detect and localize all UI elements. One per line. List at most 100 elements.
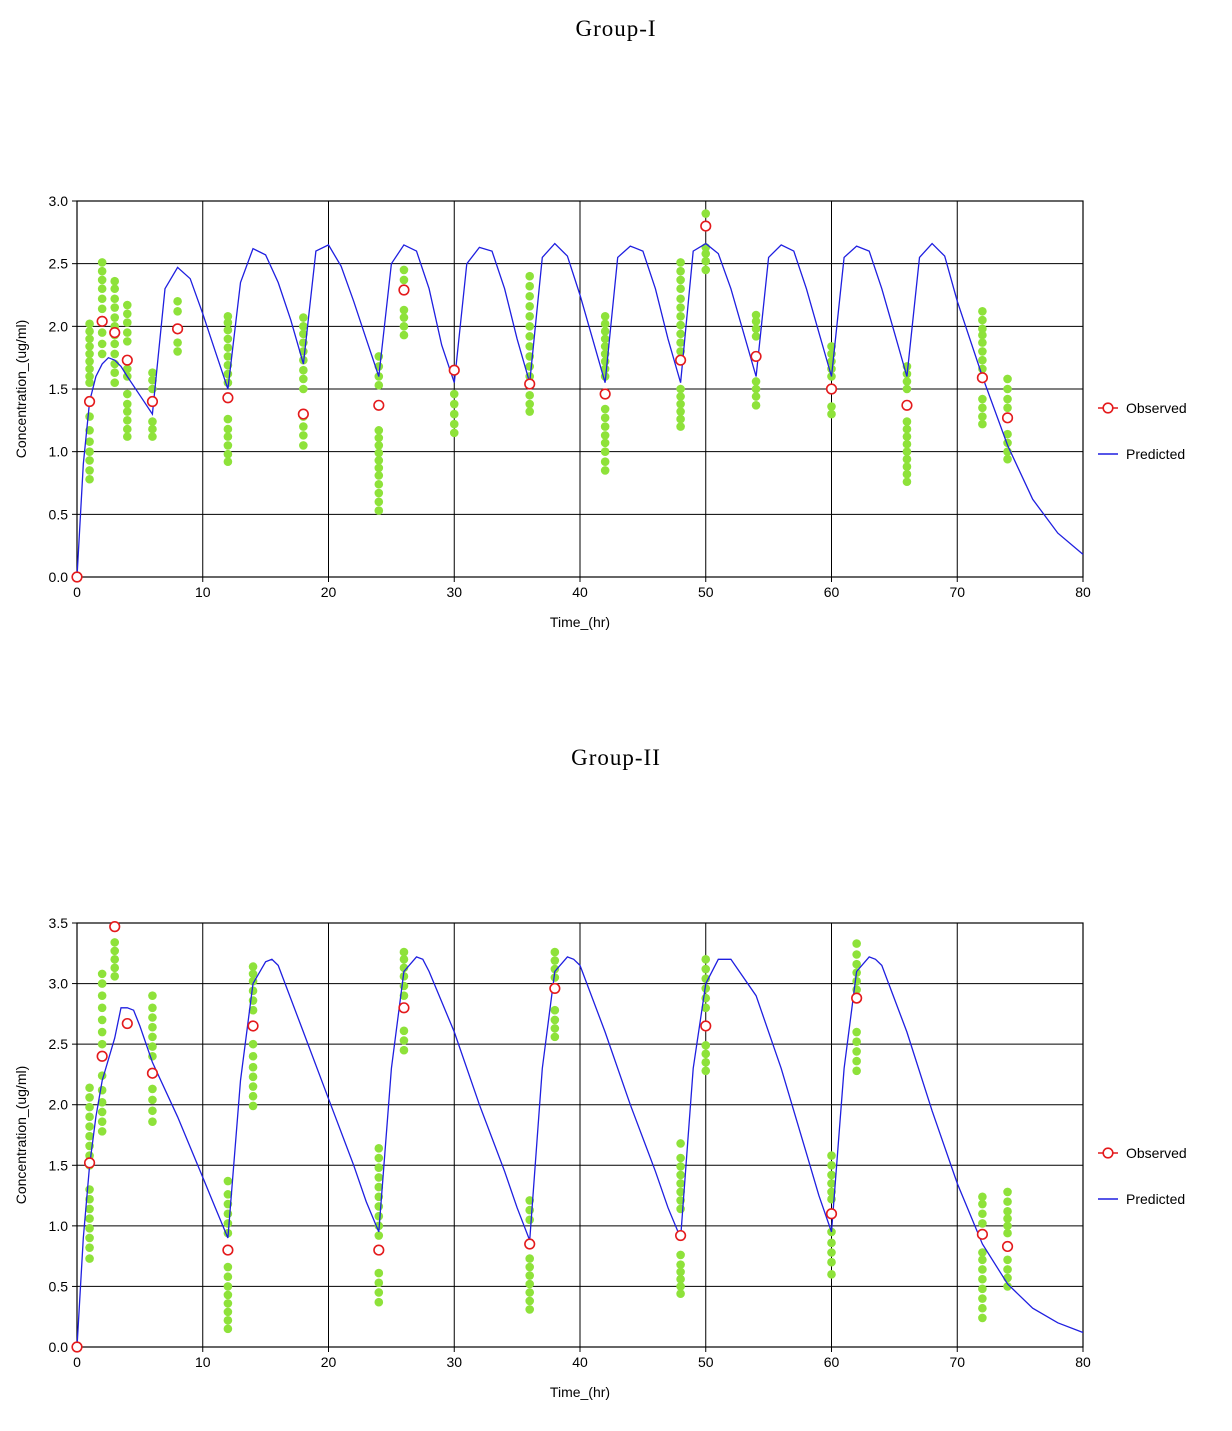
chart-2-individual-point-0-5 bbox=[85, 1204, 94, 1214]
chart-2-individual-point-10-5 bbox=[676, 1250, 685, 1260]
chart-2-individual-point-4-7 bbox=[223, 1262, 233, 1272]
chart-1-individual-point-5-1 bbox=[173, 338, 182, 347]
chart-2-individual-point-6-9 bbox=[374, 1182, 384, 1192]
chart-2-individual-point-7-8 bbox=[399, 947, 409, 957]
chart-1-individual-point-13-1 bbox=[676, 414, 685, 424]
chart-1-individual-point-8-1 bbox=[374, 497, 384, 507]
chart-1-individual-point-3-10 bbox=[123, 328, 132, 337]
chart-2-individual-point-12-8 bbox=[827, 1170, 836, 1180]
chart-1-individual-point-6-0 bbox=[223, 457, 233, 466]
chart-1-individual-point-6-11 bbox=[223, 334, 233, 344]
chart-2-individual-point-3-0 bbox=[148, 1117, 157, 1126]
chart-1-individual-point-6-7 bbox=[223, 369, 233, 379]
chart-1-individual-point-18-6 bbox=[978, 347, 987, 356]
chart-1-observed-point-5 bbox=[146, 395, 159, 408]
chart-1-individual-point-0-0 bbox=[85, 474, 94, 484]
chart-1-individual-point-4-2 bbox=[148, 417, 157, 426]
chart-1-individual-point-10-1 bbox=[449, 419, 459, 429]
chart-2-individual-point-5-3 bbox=[248, 1072, 258, 1082]
chart-1-individual-point-12-4 bbox=[600, 431, 610, 440]
chart-1-individual-point-8-0 bbox=[374, 506, 384, 515]
chart-title-group-1: Group-I bbox=[575, 16, 657, 41]
chart-2-individual-point-1-7 bbox=[97, 1027, 107, 1037]
chart-1-individual-point-3-13 bbox=[123, 300, 132, 310]
chart-1-individual-point-14-4 bbox=[701, 209, 711, 218]
chart-2-individual-point-15-7 bbox=[1003, 1207, 1012, 1216]
chart-1-individual-point-17-5 bbox=[902, 439, 912, 449]
chart-1-individual-point-5-2 bbox=[173, 306, 182, 316]
chart-2-individual-point-4-4 bbox=[223, 1290, 233, 1300]
chart-1-y-tick-label-0: 0.0 bbox=[49, 569, 69, 585]
chart-2-individual-point-14-2 bbox=[978, 1294, 987, 1303]
chart-2-individual-point-9-7 bbox=[550, 947, 560, 957]
chart-1-individual-point-2-10 bbox=[110, 284, 120, 294]
chart-1-individual-point-17-1 bbox=[902, 469, 912, 479]
chart-1-individual-point-6-12 bbox=[223, 325, 233, 335]
chart-1-observed-point-7 bbox=[222, 392, 234, 404]
chart-2-individual-point-0-16 bbox=[85, 1083, 94, 1093]
chart-1-individual-point-0-14 bbox=[85, 327, 94, 336]
chart-2-individual-point-0-4 bbox=[85, 1214, 94, 1223]
chart-2-individual-point-6-11 bbox=[374, 1163, 384, 1173]
chart-2-individual-point-12-10 bbox=[827, 1151, 836, 1160]
chart-1-x-tick-label-6: 60 bbox=[824, 584, 840, 600]
chart-1-individual-point-7-1 bbox=[299, 431, 308, 440]
chart-2-individual-point-5-12 bbox=[248, 962, 258, 971]
chart-2-individual-point-9-1 bbox=[550, 1024, 560, 1033]
chart-2-x-tick-label-0: 0 bbox=[73, 1354, 81, 1370]
chart-1-individual-point-18-5 bbox=[978, 355, 987, 365]
chart-1-individual-point-17-8 bbox=[902, 417, 912, 426]
chart-1-individual-point-12-7 bbox=[600, 404, 610, 414]
chart-2-x-tick-label-4: 40 bbox=[572, 1354, 588, 1370]
chart-2-individual-point-8-7 bbox=[525, 1215, 534, 1225]
chart-1-individual-point-15-0 bbox=[751, 400, 761, 410]
chart-2-legend-predicted-label: Predicted bbox=[1126, 1191, 1185, 1207]
chart-1-individual-point-9-3 bbox=[399, 305, 409, 315]
chart-1-individual-point-13-0 bbox=[676, 422, 685, 431]
chart-1-individual-point-14-2 bbox=[701, 249, 711, 258]
chart-2-x-tick-label-8: 80 bbox=[1075, 1354, 1091, 1370]
chart-1-y-tick-label-4: 2.0 bbox=[49, 318, 69, 334]
chart-1-individual-point-8-3 bbox=[374, 479, 384, 489]
chart-1-individual-point-7-4 bbox=[299, 384, 308, 394]
chart-2-observed-point-13 bbox=[700, 1020, 712, 1032]
chart-1-individual-point-3-4 bbox=[123, 399, 132, 409]
chart-2-individual-point-11-3 bbox=[701, 1041, 711, 1050]
chart-2-individual-point-14-8 bbox=[978, 1219, 987, 1228]
chart-2-individual-point-15-4 bbox=[1003, 1228, 1012, 1238]
chart-2-individual-point-0-1 bbox=[85, 1243, 94, 1252]
chart-2-individual-point-7-7 bbox=[399, 955, 409, 964]
chart-2-individual-point-14-9 bbox=[978, 1209, 987, 1219]
chart-2-y-tick-label-1: 0.5 bbox=[49, 1278, 69, 1294]
chart-2-individual-point-1-12 bbox=[97, 969, 107, 979]
chart-2-individual-point-0-3 bbox=[85, 1223, 94, 1233]
chart-1-individual-point-19-0 bbox=[1003, 454, 1012, 464]
chart-1-individual-point-13-9 bbox=[676, 320, 685, 330]
chart-1-individual-point-18-3 bbox=[978, 394, 987, 404]
chart-2-y-tick-label-2: 1.0 bbox=[49, 1218, 69, 1234]
chart-2-observed-point-9 bbox=[398, 1002, 410, 1014]
chart-2-individual-point-0-14 bbox=[85, 1102, 94, 1112]
chart-1-individual-point-4-4 bbox=[148, 375, 157, 385]
chart-1-individual-point-17-4 bbox=[902, 447, 912, 456]
chart-2-observed-point-3 bbox=[109, 921, 121, 933]
chart-2-individual-point-2-0 bbox=[110, 972, 120, 981]
chart-2-observed-point-10 bbox=[524, 1238, 536, 1250]
chart-1-individual-point-11-10 bbox=[525, 301, 534, 311]
chart-2-individual-point-4-13 bbox=[223, 1176, 233, 1186]
chart-2-individual-point-11-6 bbox=[701, 984, 711, 993]
chart-1-individual-point-0-12 bbox=[85, 342, 94, 351]
chart-1-individual-point-1-2 bbox=[97, 328, 107, 337]
chart-2-individual-point-10-1 bbox=[676, 1282, 685, 1291]
chart-2-individual-point-13-4 bbox=[852, 1027, 861, 1037]
chart-1-individual-point-11-9 bbox=[525, 312, 534, 321]
concentration-chart-group-2: 0 10 20 30 40 50 60 70 80 0.0 0.5 1.0 1.5 2.0 2.5 3.0 3.… bbox=[13, 915, 1187, 1400]
chart-2-individual-point-4-0 bbox=[223, 1324, 233, 1334]
chart-2-predicted-line bbox=[76, 956, 1084, 1348]
chart-1-legend: Observed Predicted bbox=[1098, 400, 1187, 462]
chart-1-y-axis-label: Concentration_(ug/ml) bbox=[13, 320, 29, 459]
chart-2-y-tick-label-6: 3.0 bbox=[49, 976, 69, 992]
chart-2-individual-point-2-1 bbox=[110, 963, 120, 973]
chart-1-individual-point-12-16 bbox=[600, 312, 610, 321]
chart-2-observed-point-16 bbox=[976, 1228, 989, 1240]
